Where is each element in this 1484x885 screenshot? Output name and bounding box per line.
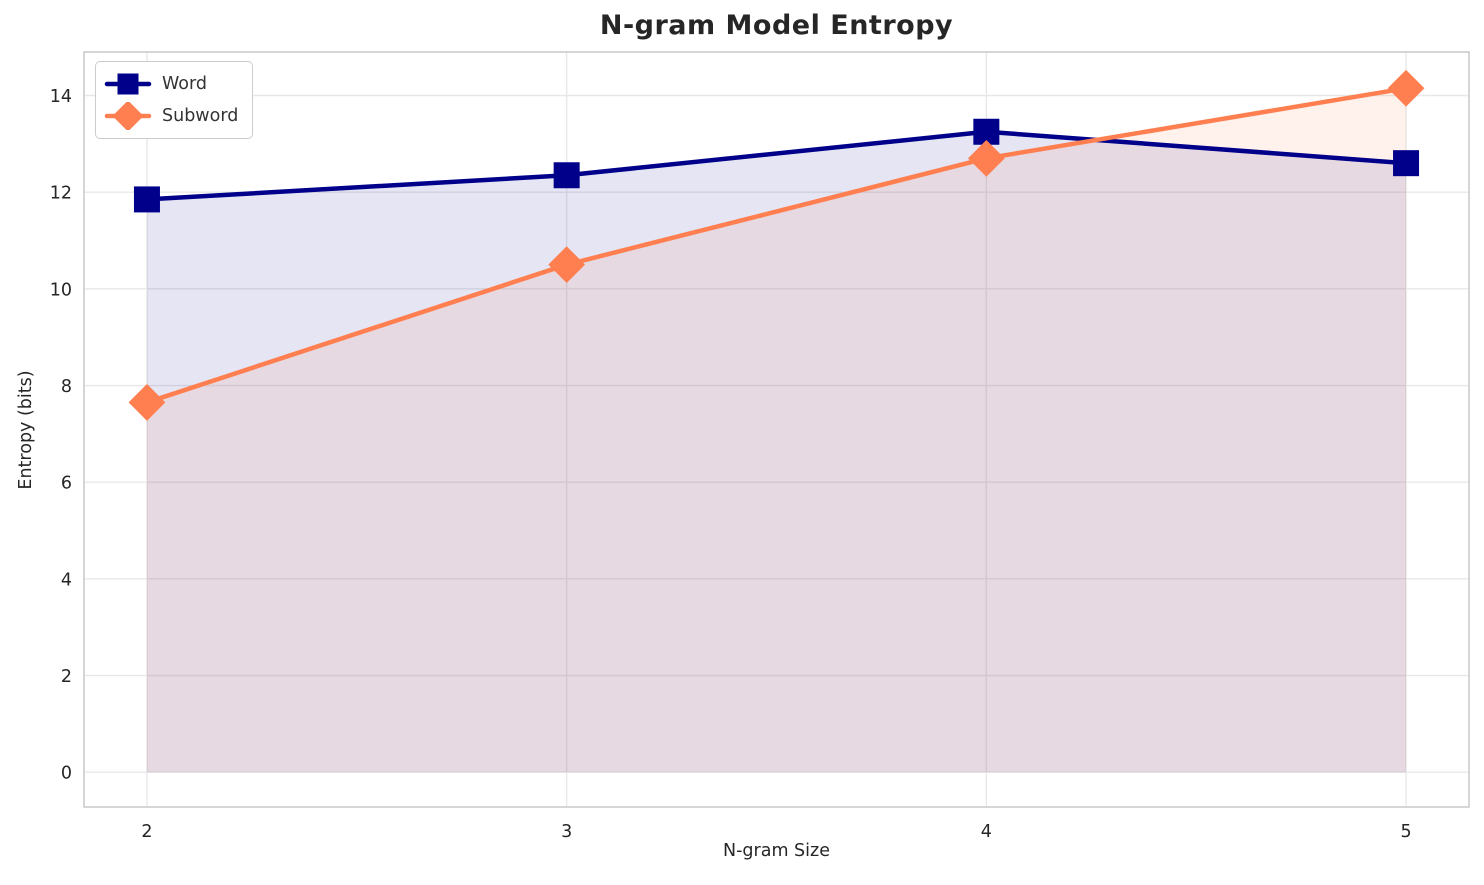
plot-border bbox=[83, 51, 1470, 808]
marker-word-x5 bbox=[1393, 150, 1420, 177]
line-subword bbox=[144, 86, 1409, 405]
x-tick-label: 5 bbox=[1400, 822, 1411, 842]
legend: Word Subword bbox=[95, 61, 254, 139]
x-tick-label: 4 bbox=[981, 822, 992, 842]
y-axis-label: Entropy (bits) bbox=[16, 370, 36, 490]
y-tick-label: 4 bbox=[61, 570, 72, 590]
x-axis-label: N-gram Size bbox=[723, 841, 830, 861]
legend-marker-subword bbox=[112, 102, 144, 130]
marker-word-x2 bbox=[133, 186, 160, 213]
marker-subword-x2 bbox=[128, 384, 166, 421]
marker-subword-x5 bbox=[1387, 69, 1425, 107]
legend-label-word: Word bbox=[162, 74, 207, 94]
y-tick-label: 6 bbox=[61, 474, 72, 494]
legend-entry-subword: Subword bbox=[104, 101, 238, 131]
y-tick-label: 0 bbox=[61, 764, 72, 784]
x-tick-label: 3 bbox=[561, 822, 572, 842]
y-tick-label: 14 bbox=[50, 87, 72, 107]
marker-word-x3 bbox=[553, 162, 580, 189]
word-line-marker-icon bbox=[104, 73, 152, 95]
marker-subword-x3 bbox=[548, 246, 586, 284]
legend-entry-word: Word bbox=[104, 69, 238, 99]
chart-title: N-gram Model Entropy bbox=[599, 10, 954, 41]
legend-marker-word bbox=[117, 73, 139, 95]
y-tick-label: 2 bbox=[61, 667, 72, 687]
y-tick-label: 10 bbox=[50, 280, 72, 300]
area-fill-subword bbox=[146, 88, 1407, 773]
marker-subword-x4 bbox=[967, 139, 1005, 177]
x-tick-label: 2 bbox=[141, 822, 152, 842]
area-fill-word bbox=[146, 131, 1407, 773]
subword-line-marker-icon bbox=[104, 102, 152, 130]
legend-label-subword: Subword bbox=[162, 106, 239, 126]
y-tick-label: 12 bbox=[50, 184, 72, 204]
y-tick-label: 8 bbox=[61, 377, 72, 397]
line-word bbox=[144, 129, 1409, 202]
